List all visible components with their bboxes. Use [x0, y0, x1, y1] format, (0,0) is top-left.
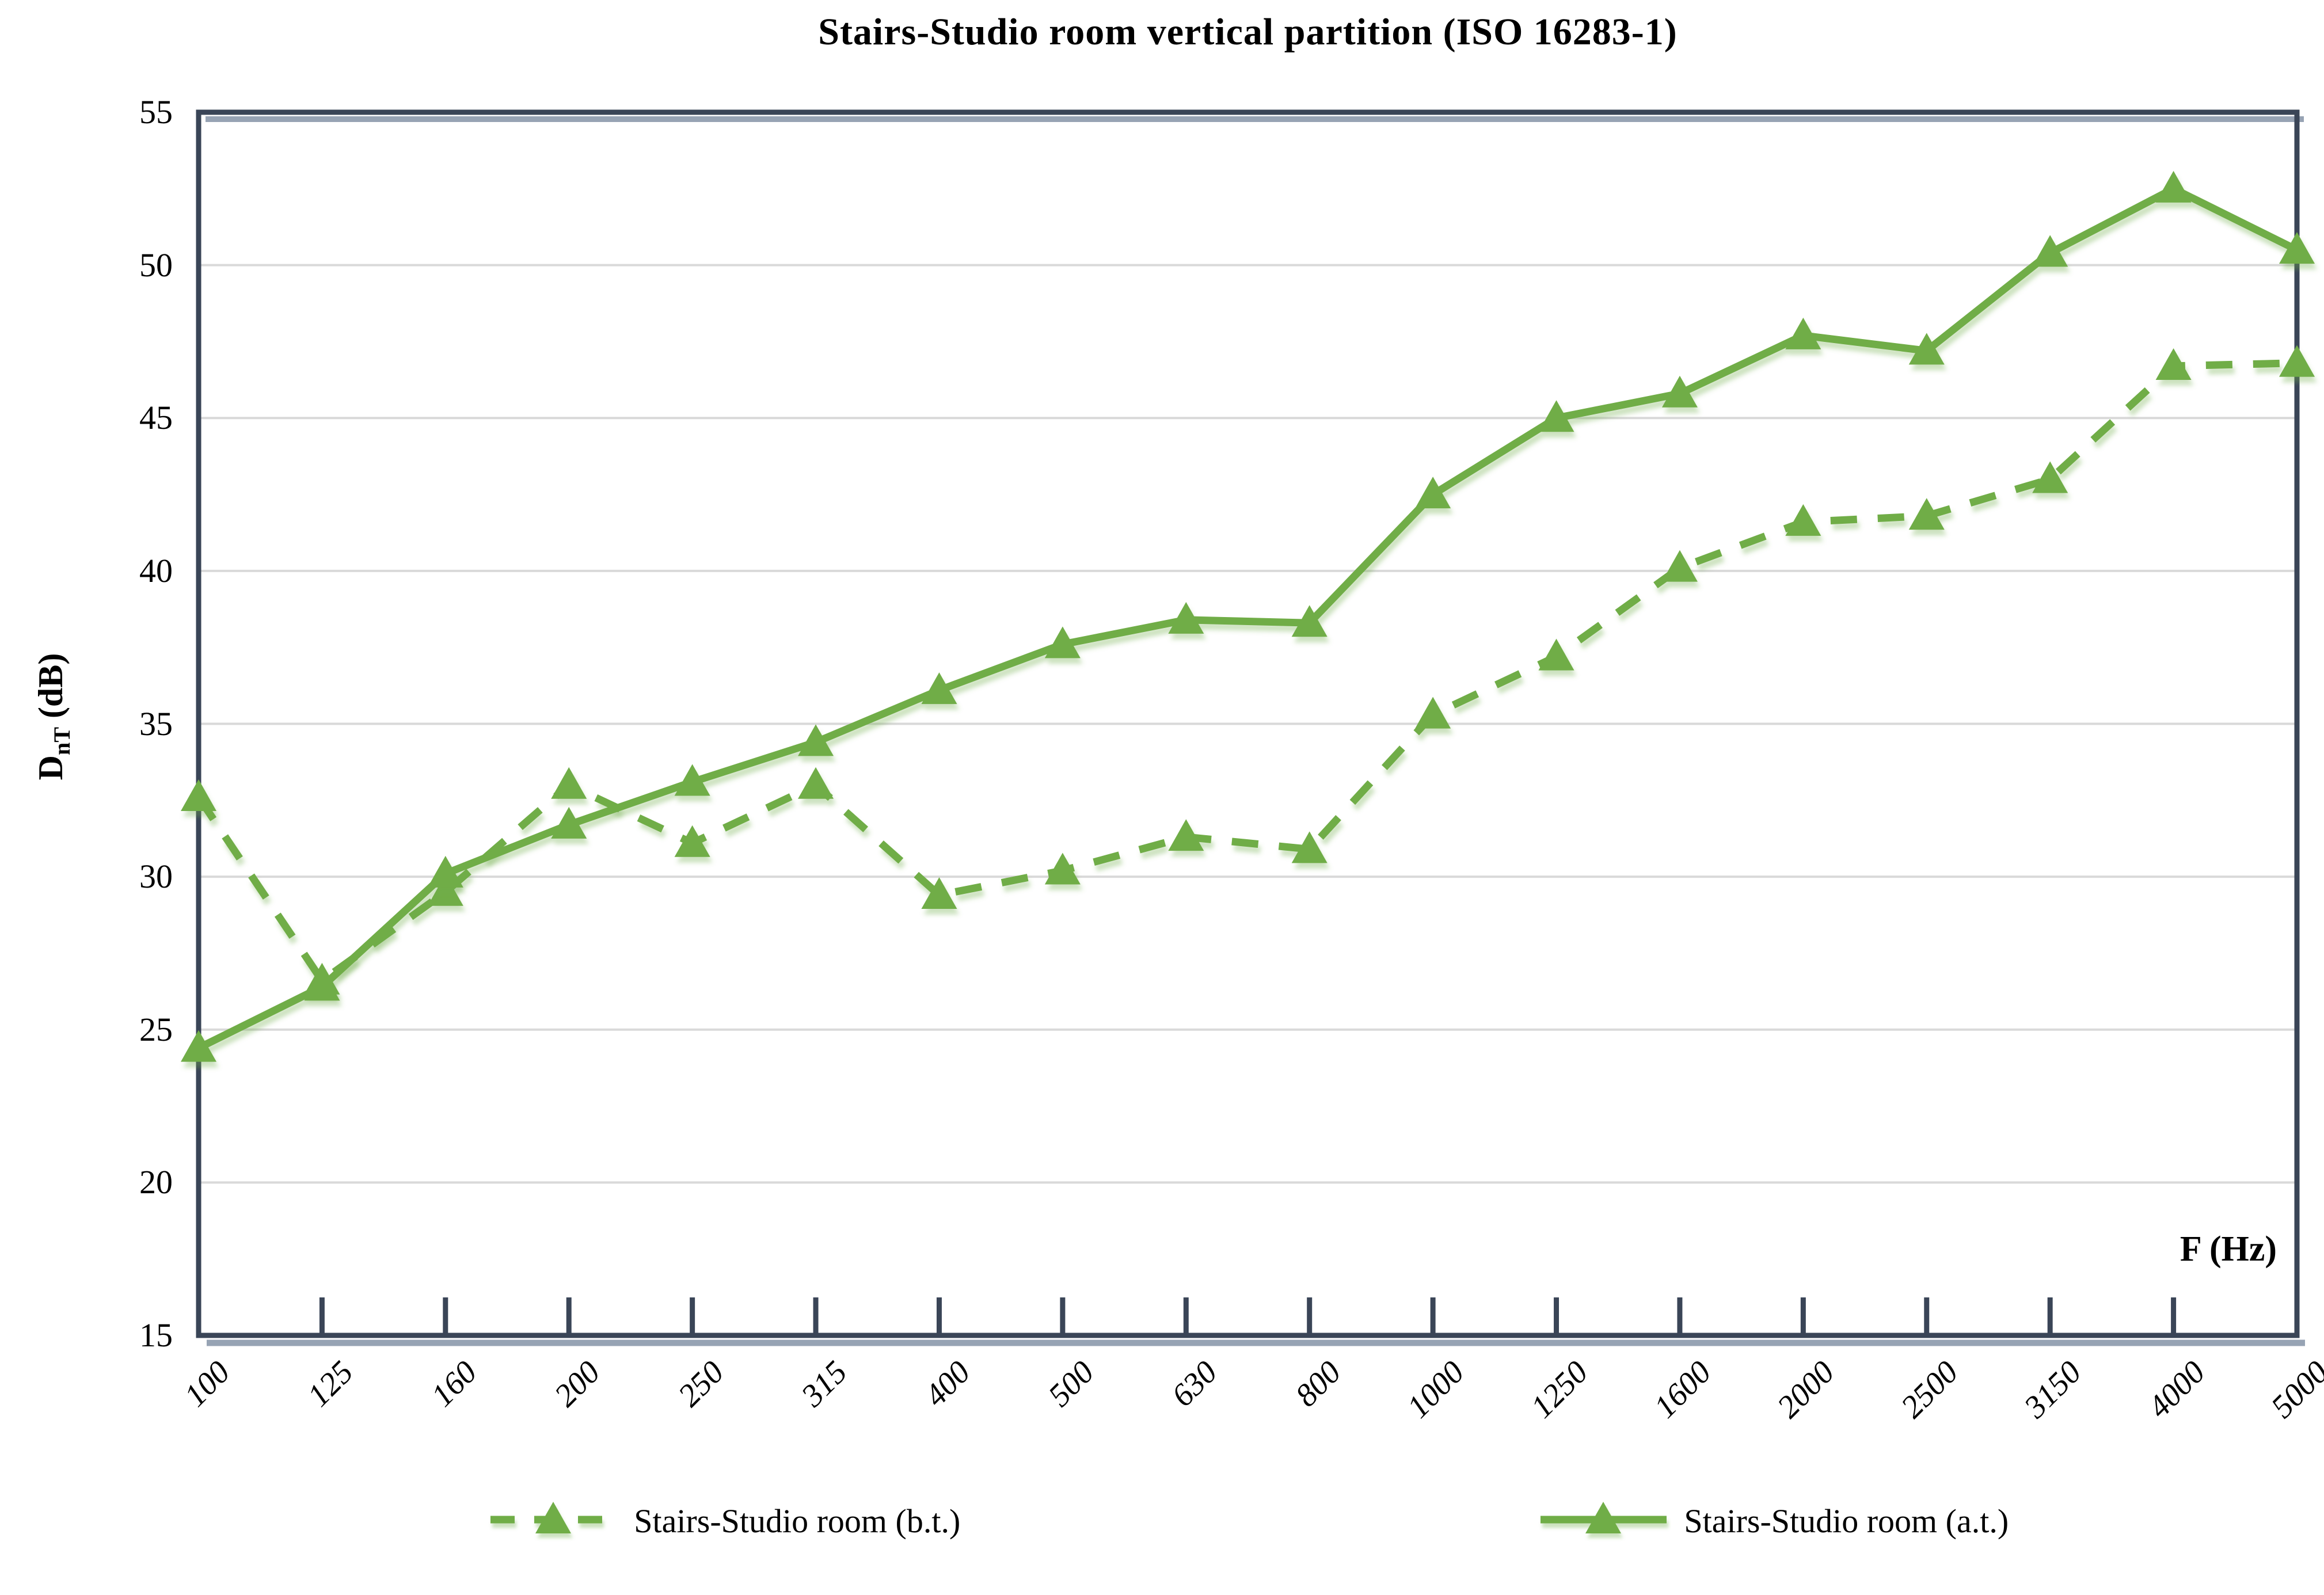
y-tick-label: 45: [139, 399, 173, 437]
solid-line-triangle-marker-icon: [1536, 1493, 1671, 1548]
y-tick-label: 35: [139, 705, 173, 743]
x-tick-label: 2500: [1894, 1354, 1965, 1425]
x-tick-label: 250: [671, 1354, 731, 1414]
x-tick-label: 1250: [1524, 1354, 1595, 1425]
x-tick-label: 5000: [2264, 1354, 2324, 1425]
dashed-line-triangle-marker-icon: [486, 1493, 621, 1548]
legend-cell: Stairs-Studio room (b.t.): [199, 1480, 1248, 1561]
x-tick-label: 400: [918, 1354, 978, 1414]
x-tick-label: 125: [301, 1354, 360, 1414]
y-tick-label: 55: [139, 93, 173, 131]
x-tick-label: 800: [1288, 1354, 1348, 1414]
y-tick-label: 20: [139, 1163, 173, 1201]
x-tick-label: 200: [547, 1354, 607, 1414]
x-tick-label: 1600: [1647, 1354, 1718, 1425]
y-tick-label: 30: [139, 858, 173, 896]
legend-label: Stairs-Studio room (b.t.): [634, 1502, 961, 1540]
legend-item-after-treatment: Stairs-Studio room (a.t.): [1536, 1493, 2009, 1548]
x-tick-label: 315: [794, 1354, 854, 1414]
legend: Stairs-Studio room (b.t.) Stairs-Studio …: [199, 1480, 2297, 1561]
y-tick-label: 25: [139, 1010, 173, 1048]
x-tick-label: 3150: [2017, 1354, 2089, 1425]
legend-cell: Stairs-Studio room (a.t.): [1248, 1480, 2298, 1561]
x-tick-label: 630: [1165, 1354, 1224, 1414]
x-tick-label: 100: [177, 1354, 237, 1414]
y-tick-label: 50: [139, 246, 173, 284]
x-tick-label: 4000: [2141, 1354, 2212, 1425]
legend-item-before-treatment: Stairs-Studio room (b.t.): [486, 1493, 960, 1548]
x-tick-label: 160: [424, 1354, 484, 1414]
legend-label: Stairs-Studio room (a.t.): [1684, 1502, 2009, 1540]
y-tick-label: 15: [139, 1316, 173, 1354]
y-axis-title-prefix: D: [32, 755, 70, 781]
x-tick-label: 500: [1041, 1354, 1101, 1414]
x-tick-label: 2000: [1770, 1354, 1842, 1425]
chart-title: Stairs-Studio room vertical partition (I…: [818, 11, 1678, 53]
x-axis-title: F (Hz): [2180, 1229, 2277, 1269]
x-tick-label: 1000: [1400, 1354, 1471, 1425]
y-tick-label: 40: [139, 551, 173, 589]
